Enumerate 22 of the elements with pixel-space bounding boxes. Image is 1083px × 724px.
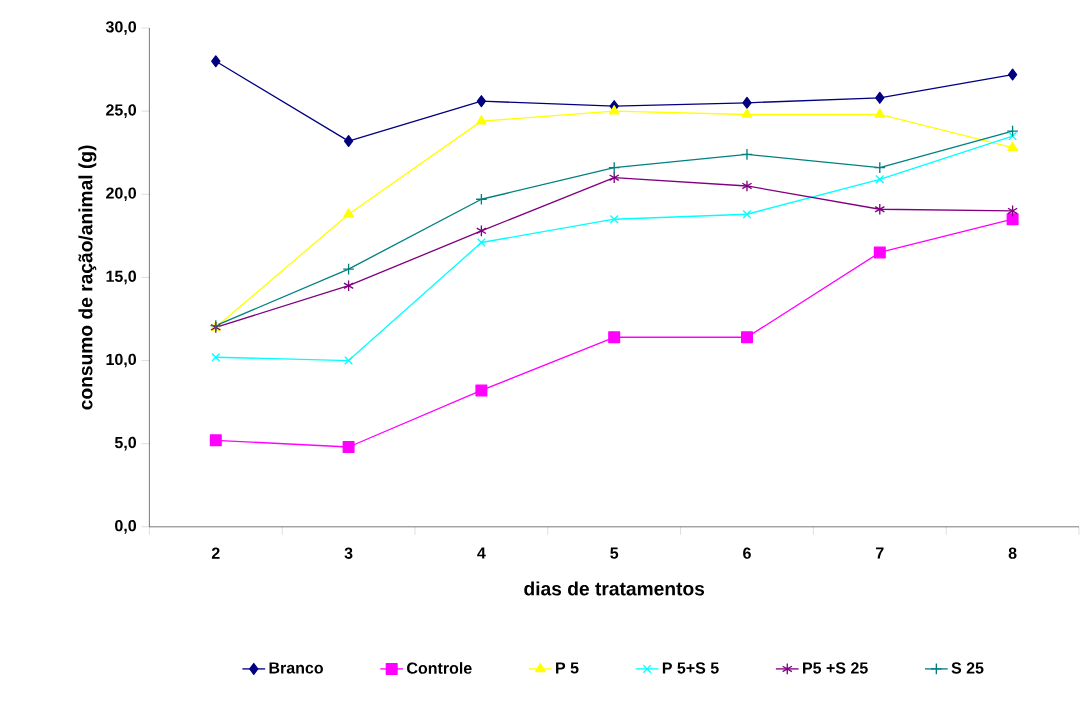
y-tick-label: 25,0	[106, 104, 137, 118]
y-tick-label: 15,0	[106, 270, 137, 285]
x-tick-label: 5	[610, 547, 619, 559]
legend-label: P5 +S 25	[803, 662, 868, 674]
x-tick-label: 6	[743, 547, 751, 559]
x-axis-title: dias de tratamentos	[524, 581, 705, 596]
legend-label: P 5+S 5	[662, 662, 719, 674]
x-tick-label: 3	[344, 547, 353, 559]
legend-label: Branco	[269, 662, 323, 674]
x-tick-label: 2	[211, 547, 220, 559]
x-tick-label: 7	[876, 547, 884, 559]
y-tick-label: 20,0	[106, 187, 137, 201]
legend-label: P 5	[556, 662, 579, 674]
x-tick-label: 8	[1008, 547, 1017, 559]
y-axis-title: consumo de ração/animal (g)	[78, 145, 97, 410]
x-tick-label: 4	[477, 547, 486, 559]
y-tick-label: 5,0	[114, 436, 137, 451]
y-tick-label: 30,0	[105, 21, 137, 35]
legend-label: S 25	[951, 662, 984, 674]
y-tick-label: 0,0	[115, 519, 137, 534]
legend-label: Controle	[407, 662, 472, 674]
y-tick-label: 10,0	[106, 353, 137, 368]
